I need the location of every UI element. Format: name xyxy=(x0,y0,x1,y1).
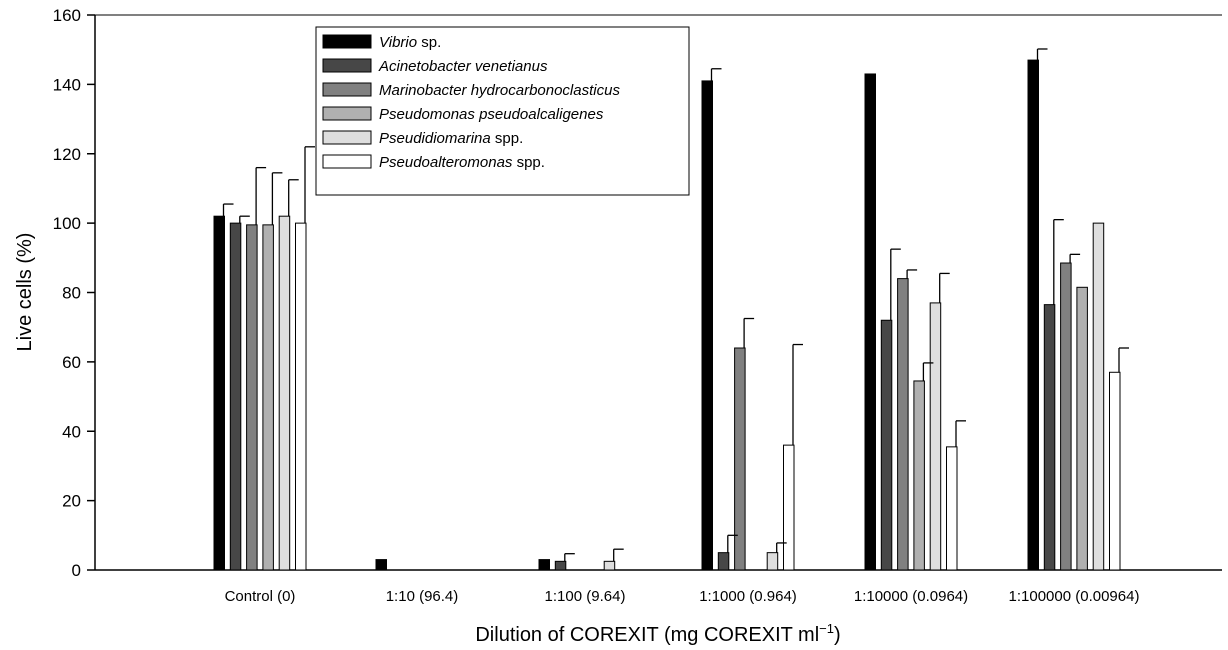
legend-label: Pseudidiomarina spp. xyxy=(379,130,523,147)
legend-label-italic: Acinetobacter venetianus xyxy=(378,58,548,75)
bar xyxy=(701,80,713,571)
bar xyxy=(1109,371,1121,571)
legend-frame xyxy=(315,26,690,196)
legend-swatch xyxy=(322,82,372,97)
y-tick-label: 60 xyxy=(62,353,81,372)
x-category-label: 1:100000 (0.00964) xyxy=(1009,588,1140,605)
y-tick-label: 40 xyxy=(62,422,81,441)
bar xyxy=(880,319,893,571)
legend-label-italic: Marinobacter hydrocarbonoclasticus xyxy=(379,82,620,99)
y-tick-label: 80 xyxy=(62,284,81,303)
bar xyxy=(1076,286,1088,571)
legend-label-italic: Pseudidiomarina xyxy=(379,130,491,147)
x-categories-group: Control (0) 1:10 (96.4) 1:100 (9.64) 1:1000… xyxy=(225,588,1140,605)
x-category-label: 1:10000 (0.0964) xyxy=(854,588,968,605)
legend-label-italic: Pseudomonas pseudoalcaligenes xyxy=(379,106,604,123)
bar xyxy=(929,302,942,571)
bar xyxy=(213,215,225,571)
x-axis-title-main: Dilution of COREXIT (mg COREXIT ml xyxy=(475,624,819,646)
bar xyxy=(295,222,307,571)
y-tick-label: 0 xyxy=(72,561,81,580)
bar xyxy=(278,215,291,571)
bar xyxy=(554,560,567,571)
bar xyxy=(538,559,550,571)
bar xyxy=(229,222,242,571)
y-ticks-group: 0 20 40 60 80 100 120 140 160 xyxy=(53,6,95,580)
legend-swatch xyxy=(322,34,372,49)
bar xyxy=(864,73,876,571)
legend: Vibrio sp. Acinetobacter venetianus Marino… xyxy=(315,26,690,196)
y-axis-title: Live cells (%) xyxy=(14,233,36,352)
bar xyxy=(897,278,909,571)
bar xyxy=(262,224,274,571)
bar xyxy=(246,224,258,571)
x-category-label: 1:100 (9.64) xyxy=(545,588,626,605)
bar xyxy=(913,380,925,571)
x-axis-title-superscript: −1 xyxy=(819,621,834,636)
bar xyxy=(734,347,746,571)
bar xyxy=(946,446,958,571)
bar xyxy=(1092,222,1105,571)
y-tick-label: 120 xyxy=(53,145,81,164)
bar xyxy=(1027,59,1039,571)
legend-label-rest: spp. xyxy=(512,154,545,171)
bar xyxy=(1043,304,1056,571)
y-tick-label: 160 xyxy=(53,6,81,25)
legend-label-italic: Vibrio xyxy=(379,34,417,51)
y-tick-label: 20 xyxy=(62,492,81,511)
y-tick-label: 140 xyxy=(53,75,81,94)
bar xyxy=(375,559,387,571)
bar xyxy=(766,552,779,571)
x-axis-title: Dilution of COREXIT (mg COREXIT ml−1) xyxy=(475,621,840,646)
y-tick-label: 100 xyxy=(53,214,81,233)
legend-label-italic: Pseudoalteromonas xyxy=(379,154,513,171)
legend-label: Pseudomonas pseudoalcaligenes xyxy=(379,106,604,123)
legend-label: Marinobacter hydrocarbonoclasticus xyxy=(379,82,620,99)
legend-swatch xyxy=(322,154,372,169)
bar xyxy=(783,444,795,571)
legend-label: Pseudoalteromonas spp. xyxy=(379,154,545,171)
legend-swatch xyxy=(322,106,372,121)
legend-label-rest: spp. xyxy=(491,130,524,147)
legend-label: Vibrio sp. xyxy=(379,34,441,51)
bar xyxy=(717,552,730,571)
bar xyxy=(603,560,616,571)
x-category-label: 1:1000 (0.964) xyxy=(699,588,797,605)
legend-swatch xyxy=(322,58,372,73)
x-axis-title-end: ) xyxy=(834,624,841,646)
x-category-label: 1:10 (96.4) xyxy=(386,588,459,605)
x-category-label: Control (0) xyxy=(225,588,296,605)
legend-label-rest: sp. xyxy=(417,34,441,51)
legend-label: Acinetobacter venetianus xyxy=(378,58,548,75)
bar xyxy=(1060,262,1072,571)
bars-group xyxy=(213,59,1121,571)
error-bars-group xyxy=(222,48,1129,562)
legend-swatch xyxy=(322,130,372,145)
